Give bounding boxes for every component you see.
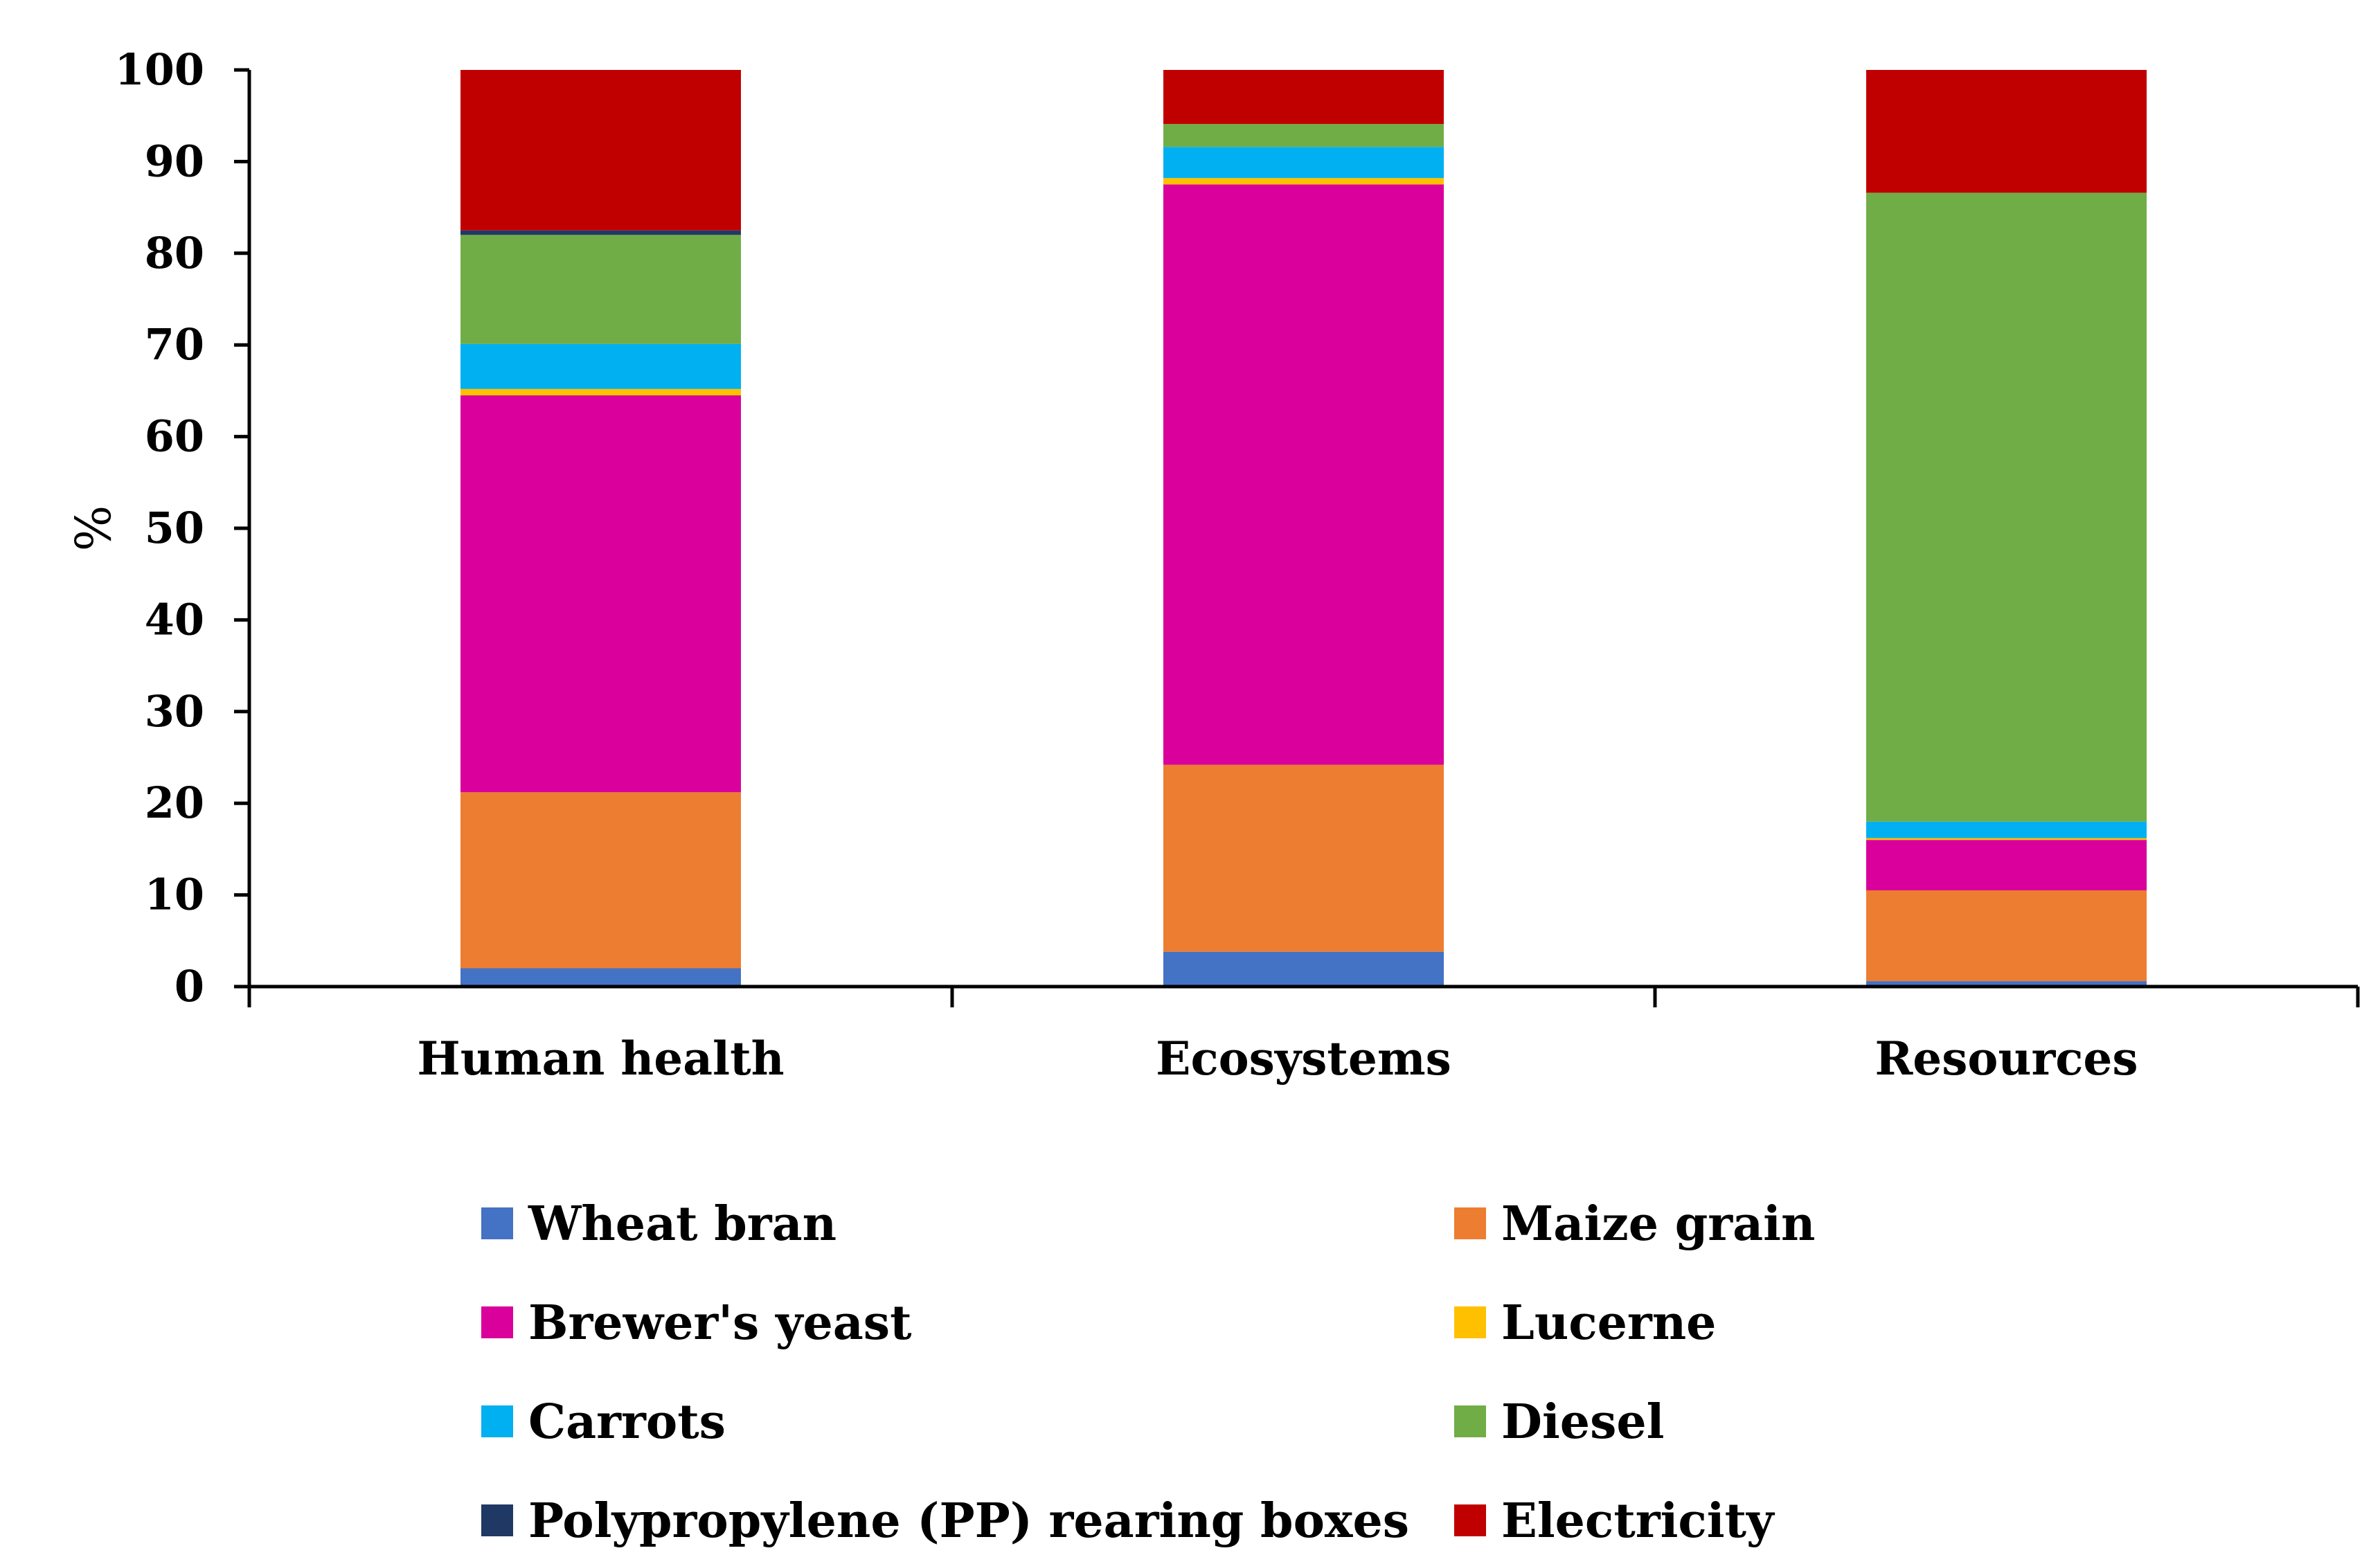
axes-group: 0 10 20 30 40 50 60 70 80 90 100 Human health Ecosys…	[115, 44, 2360, 1086]
legend-label-1: Maize grain	[1501, 1196, 1815, 1252]
x-category-label-1: Ecosystems	[1156, 1032, 1451, 1086]
legend-swatch-4	[481, 1405, 513, 1437]
legend-entry-1: Maize grain	[1454, 1196, 1815, 1252]
legend-label-0: Wheat bran	[528, 1196, 836, 1252]
legend-entry-0: Wheat bran	[481, 1196, 836, 1252]
x-category-label-0: Human health	[417, 1032, 784, 1086]
y-tick-label-10: 100	[115, 44, 204, 95]
bar-segment-0-7	[460, 70, 741, 231]
legend-label-3: Lucerne	[1501, 1295, 1716, 1351]
y-tick-label-7: 70	[145, 319, 204, 370]
bar-segment-0-2	[460, 395, 741, 793]
y-axis-title: %	[63, 505, 120, 552]
legend-label-2: Brewer's yeast	[528, 1295, 912, 1351]
y-tick-label-3: 30	[145, 686, 204, 737]
legend-entry-4: Carrots	[481, 1394, 726, 1450]
legend-swatch-2	[481, 1306, 513, 1338]
legend-entry-5: Diesel	[1454, 1394, 1664, 1450]
legend-entry-6: Polypropylene (PP) rearing boxes	[481, 1493, 1409, 1549]
legend-swatch-0	[481, 1207, 513, 1239]
bar-segment-1-2	[1163, 184, 1444, 765]
y-tick-label-5: 50	[145, 503, 204, 553]
legend: Wheat bran Maize grain Brewer's yeast Lucer…	[481, 1196, 1815, 1549]
y-tick-label-6: 60	[145, 411, 204, 462]
bar-segment-2-7	[1866, 70, 2147, 193]
bar-segment-2-1	[1866, 890, 2147, 982]
x-category-label-2: Resources	[1875, 1032, 2138, 1086]
y-tick-label-2: 20	[145, 777, 204, 828]
bar-segment-1-4	[1163, 147, 1444, 179]
legend-label-7: Electricity	[1501, 1493, 1775, 1549]
legend-entry-2: Brewer's yeast	[481, 1295, 912, 1351]
legend-swatch-1	[1454, 1207, 1486, 1239]
bar-segment-2-5	[1866, 192, 2147, 822]
y-tick-label-9: 90	[145, 136, 204, 186]
y-tick-label-4: 40	[145, 594, 204, 645]
bar-segment-1-3	[1163, 178, 1444, 185]
bar-segment-2-0	[1866, 981, 2147, 987]
bar-segment-1-5	[1163, 124, 1444, 147]
legend-label-5: Diesel	[1501, 1394, 1664, 1450]
legend-swatch-6	[481, 1504, 513, 1536]
legend-swatch-7	[1454, 1504, 1486, 1536]
legend-label-6: Polypropylene (PP) rearing boxes	[528, 1493, 1409, 1549]
legend-swatch-3	[1454, 1306, 1486, 1338]
legend-label-4: Carrots	[528, 1394, 726, 1450]
legend-entry-3: Lucerne	[1454, 1295, 1716, 1351]
y-tick-label-8: 80	[145, 228, 204, 278]
bar-segment-0-1	[460, 792, 741, 969]
bar-segment-2-2	[1866, 840, 2147, 890]
legend-entry-7: Electricity	[1454, 1493, 1775, 1549]
bar-segment-0-4	[460, 343, 741, 389]
bar-segment-0-5	[460, 235, 741, 344]
bar-segment-1-7	[1163, 70, 1444, 125]
bar-segment-2-3	[1866, 838, 2147, 841]
bar-segment-0-6	[460, 230, 741, 235]
y-tick-label-0: 0	[175, 961, 204, 1012]
bar-segment-0-3	[460, 388, 741, 396]
y-tick-label-1: 10	[145, 870, 204, 920]
bar-segment-2-4	[1866, 821, 2147, 838]
bars-group	[460, 70, 2147, 987]
bar-segment-1-0	[1163, 951, 1444, 987]
bar-segment-1-1	[1163, 764, 1444, 952]
bar-segment-0-0	[460, 968, 741, 987]
legend-swatch-5	[1454, 1405, 1486, 1437]
